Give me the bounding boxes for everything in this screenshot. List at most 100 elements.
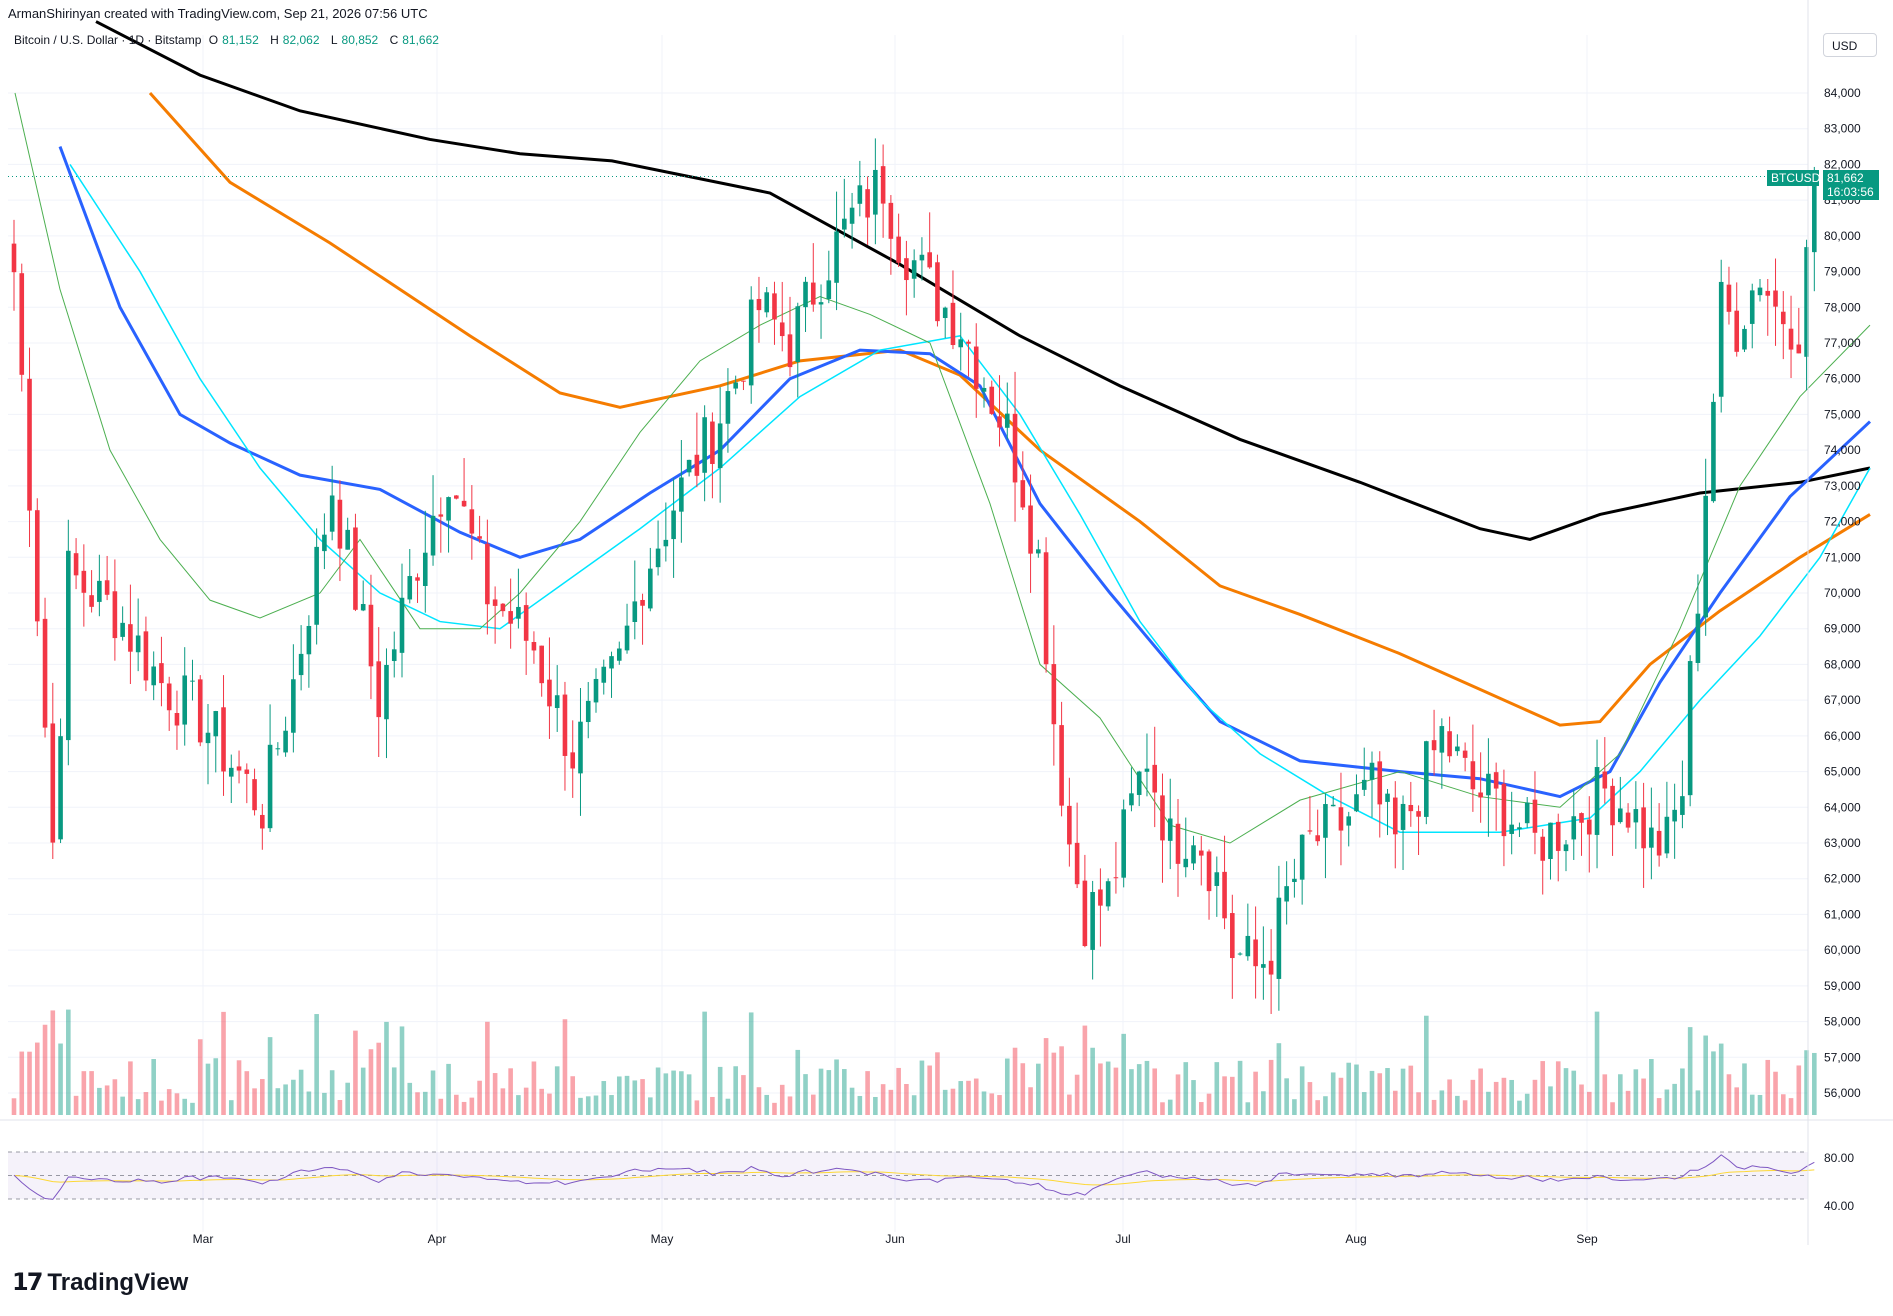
- price-tick-label: 80,000: [1824, 229, 1861, 243]
- volume-bar: [1136, 1064, 1142, 1115]
- candle: [1455, 734, 1460, 756]
- volume-bar: [492, 1073, 498, 1115]
- candle-body: [469, 509, 475, 534]
- candle: [818, 284, 824, 339]
- candle-body: [1284, 886, 1289, 902]
- candle: [120, 606, 125, 641]
- candle: [1563, 839, 1569, 872]
- candle: [1361, 747, 1367, 797]
- candle-body: [19, 273, 25, 375]
- volume-bar: [415, 1092, 420, 1115]
- candle-body: [337, 499, 343, 549]
- candle: [787, 296, 793, 377]
- price-tick-label: 84,000: [1824, 86, 1861, 100]
- candle-body: [1338, 807, 1344, 831]
- volume-bar: [842, 1069, 847, 1115]
- candle: [1493, 762, 1499, 831]
- volume-bar: [244, 1071, 250, 1115]
- candle: [50, 682, 56, 859]
- volume-bar: [1804, 1050, 1809, 1115]
- candle: [1152, 726, 1158, 828]
- candle: [42, 597, 48, 738]
- candle: [182, 647, 188, 746]
- volume-bar: [1563, 1068, 1569, 1115]
- volume-bar: [950, 1088, 956, 1115]
- volume-bar: [1501, 1077, 1507, 1115]
- volume-bar: [1672, 1083, 1677, 1115]
- candle-body: [725, 391, 731, 424]
- volume-bar: [1641, 1078, 1646, 1115]
- volume-bar: [834, 1059, 839, 1115]
- candle-body: [1206, 851, 1212, 892]
- price-tick-label: 74,000: [1824, 443, 1861, 457]
- price-tick-label: 62,000: [1824, 872, 1861, 886]
- candle: [1571, 789, 1577, 860]
- candle: [1517, 822, 1522, 838]
- candle: [135, 598, 141, 672]
- candle: [422, 510, 428, 613]
- volume-bar: [1059, 1046, 1064, 1115]
- volume-bar: [1586, 1091, 1592, 1115]
- candle: [283, 716, 288, 757]
- candle: [368, 574, 374, 700]
- volume-bar: [50, 1010, 56, 1115]
- candle-body: [663, 539, 669, 547]
- candle-body: [1579, 813, 1584, 823]
- candle: [1167, 778, 1173, 870]
- candle: [896, 213, 901, 267]
- volume-bar: [787, 1096, 793, 1115]
- volume-bar: [1780, 1094, 1786, 1115]
- candle: [632, 560, 638, 640]
- candle-body: [120, 622, 125, 637]
- candle-body: [1540, 836, 1546, 861]
- candle-body: [896, 236, 901, 263]
- candle: [919, 237, 925, 281]
- candle-body: [1346, 816, 1352, 826]
- candle: [27, 347, 32, 548]
- currency-button[interactable]: USD: [1823, 33, 1877, 57]
- volume-bar: [935, 1052, 940, 1115]
- candle-body: [624, 625, 630, 651]
- candle-body: [1610, 785, 1615, 826]
- volume-bar: [772, 1102, 777, 1115]
- candle: [694, 412, 700, 488]
- candle: [616, 641, 622, 665]
- candle-body: [1548, 822, 1553, 860]
- volume-bar: [663, 1073, 669, 1115]
- volume-bar: [174, 1093, 180, 1115]
- volume-bar: [725, 1098, 731, 1115]
- candle-body: [89, 595, 94, 607]
- volume-bar: [1703, 1035, 1708, 1115]
- candles: [11, 138, 1817, 1014]
- candle-body: [1431, 740, 1437, 751]
- candle-body: [267, 744, 273, 829]
- price-tick-label: 77,000: [1824, 336, 1861, 350]
- candle: [58, 718, 63, 844]
- candle: [430, 475, 436, 566]
- candle: [1726, 266, 1732, 325]
- volume-bar: [314, 1014, 319, 1115]
- volume-bar: [1625, 1090, 1631, 1115]
- candle-body: [1299, 834, 1305, 880]
- volume-bar: [585, 1096, 591, 1115]
- candle-body: [1571, 816, 1577, 840]
- candle: [205, 704, 211, 785]
- volume-bar: [1765, 1059, 1771, 1115]
- candle: [562, 681, 568, 791]
- candle: [1136, 770, 1142, 807]
- candle: [143, 616, 149, 692]
- volume-bar: [1742, 1063, 1747, 1115]
- candle: [461, 458, 467, 507]
- candle: [1338, 772, 1344, 866]
- candle-body: [803, 281, 808, 308]
- brand-logo[interactable]: 𝟭𝟳 TradingView: [12, 1268, 189, 1297]
- candle: [291, 644, 296, 753]
- candle-body: [585, 700, 591, 723]
- candle-body: [329, 495, 335, 532]
- volume-bar: [1594, 1011, 1600, 1115]
- candle: [849, 192, 855, 249]
- rsi-line: [13, 1154, 1815, 1200]
- candle-body: [1323, 804, 1328, 838]
